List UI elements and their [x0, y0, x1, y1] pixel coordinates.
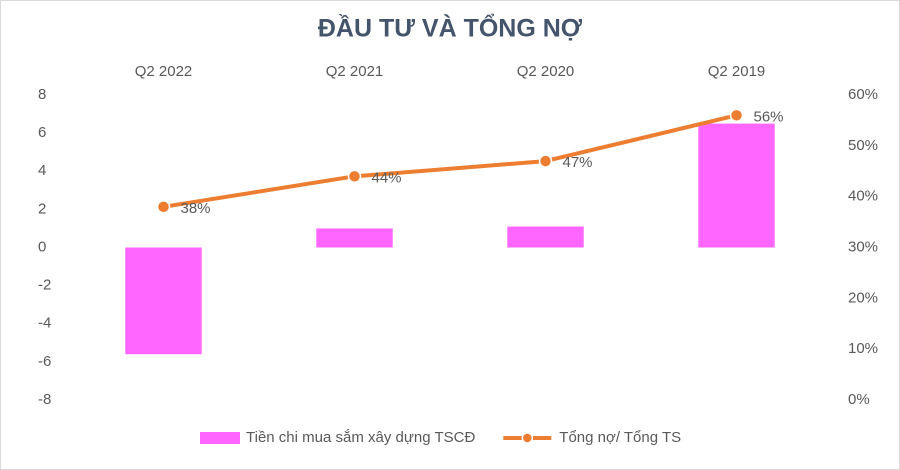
point: [347, 169, 362, 184]
y-tick-label: 0: [38, 238, 46, 255]
x-tick-label: Q2 2019: [708, 63, 766, 80]
y-tick-label: -6: [38, 353, 51, 370]
y-tick-label: 6: [38, 124, 46, 141]
y2-tick-label: 40%: [848, 188, 878, 205]
y2-tick-label: 60%: [848, 86, 878, 103]
line: [163, 113, 737, 209]
y2-tick-label: 30%: [848, 238, 878, 255]
bar: [316, 228, 393, 248]
y-tick-label: -4: [38, 315, 51, 332]
chart-title: ĐẦU TƯ VÀ TỔNG NỢ: [318, 13, 583, 43]
data-label: 44%: [372, 169, 402, 186]
bar: [507, 226, 584, 248]
y-tick-label: -8: [38, 391, 51, 408]
x-tick-label: Q2 2022: [135, 63, 193, 80]
y2-tick-label: 50%: [848, 137, 878, 154]
y-tick-label: -2: [38, 277, 51, 294]
bar: [698, 123, 775, 248]
data-label: 56%: [754, 108, 784, 125]
point: [729, 108, 744, 123]
legend-label: Tiền chi mua sắm xây dựng TSCĐ: [246, 429, 475, 446]
point: [538, 154, 553, 168]
data-label: 38%: [181, 200, 211, 217]
x-tick-label: Q2 2021: [326, 63, 384, 80]
y-tick-label: 8: [38, 86, 46, 103]
point: [156, 200, 171, 214]
x-tick-label: Q2 2020: [517, 63, 575, 80]
legend-label: Tổng nợ/ Tổng TS: [559, 429, 681, 446]
legend-marker: [521, 432, 534, 444]
y2-tick-label: 0%: [848, 391, 870, 408]
y2-tick-label: 10%: [848, 340, 878, 357]
y2-tick-label: 20%: [848, 289, 878, 306]
data-label: 47%: [563, 154, 593, 171]
bar: [125, 247, 202, 355]
y-tick-label: 4: [38, 162, 46, 179]
y-tick-label: 2: [38, 200, 46, 217]
legend-swatch: [200, 432, 240, 444]
